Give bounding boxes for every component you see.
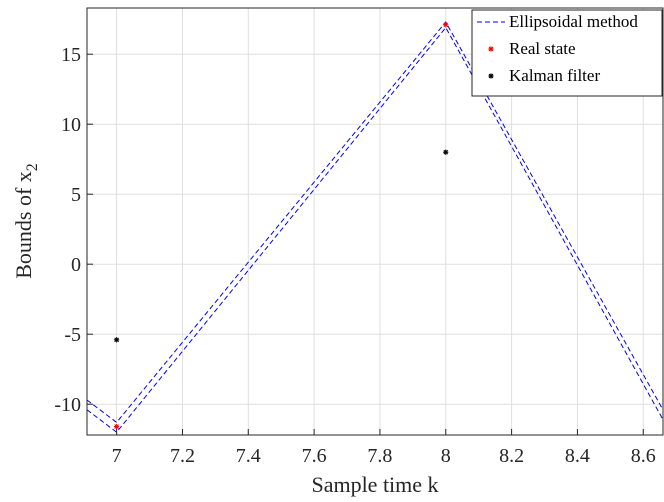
x-tick-label: 7.2	[170, 445, 195, 467]
plot-area	[87, 21, 663, 433]
legend-swatch-marker	[488, 73, 494, 79]
x-tick-label: 7.4	[236, 445, 261, 467]
kalman-filter-point	[114, 337, 120, 343]
legend: Ellipsoidal method Real state Kalman filte…	[471, 9, 663, 97]
marker-stroke	[114, 337, 119, 343]
y-tick-label: -5	[64, 324, 81, 346]
x-tick-label: 7.8	[367, 445, 392, 467]
marker-stroke	[443, 22, 449, 28]
real-state-point	[114, 424, 120, 430]
x-tick-label: 8.6	[631, 445, 656, 467]
ticks: 7 7.2 7.4 7.6 7.8 8 8.2 8.4 8.6 -10 -5 0 5 10 15	[54, 44, 655, 467]
legend-box	[471, 9, 663, 97]
y-axis-title-main: Bounds of x	[11, 171, 36, 279]
ellipsoid-bound-line-2	[87, 26, 663, 433]
legend-swatch-marker	[488, 46, 494, 52]
marker-stroke	[114, 424, 119, 429]
y-tick-label: 0	[71, 254, 81, 276]
x-tick-label: 8.2	[499, 445, 524, 467]
y-tick-label: 10	[61, 114, 81, 136]
legend-label: Ellipsoidal method	[509, 12, 638, 31]
y-axis-title: Bounds of x2	[11, 163, 41, 279]
series-layer	[87, 21, 663, 433]
y-axis-title-subscript: 2	[24, 163, 41, 171]
kalman-filter-point	[443, 149, 449, 155]
y-tick-label: -10	[54, 394, 81, 416]
x-tick-label: 7	[112, 445, 122, 467]
x-tick-label: 8	[441, 445, 451, 467]
x-tick-label: 8.4	[565, 445, 590, 467]
legend-label: Real state	[509, 39, 576, 58]
marker-stroke	[488, 46, 494, 52]
plot-frame	[86, 7, 664, 436]
x-axis-title: Sample time k	[311, 472, 438, 497]
y-tick-label: 5	[71, 184, 81, 206]
marker-stroke	[488, 73, 494, 79]
x-tick-label: 7.6	[302, 445, 327, 467]
real-state-point	[443, 22, 449, 28]
marker-stroke	[443, 149, 449, 155]
y-tick-label: 15	[61, 44, 81, 66]
ellipsoid-bound-line-1	[87, 21, 663, 424]
legend-label: Kalman filter	[509, 66, 600, 85]
